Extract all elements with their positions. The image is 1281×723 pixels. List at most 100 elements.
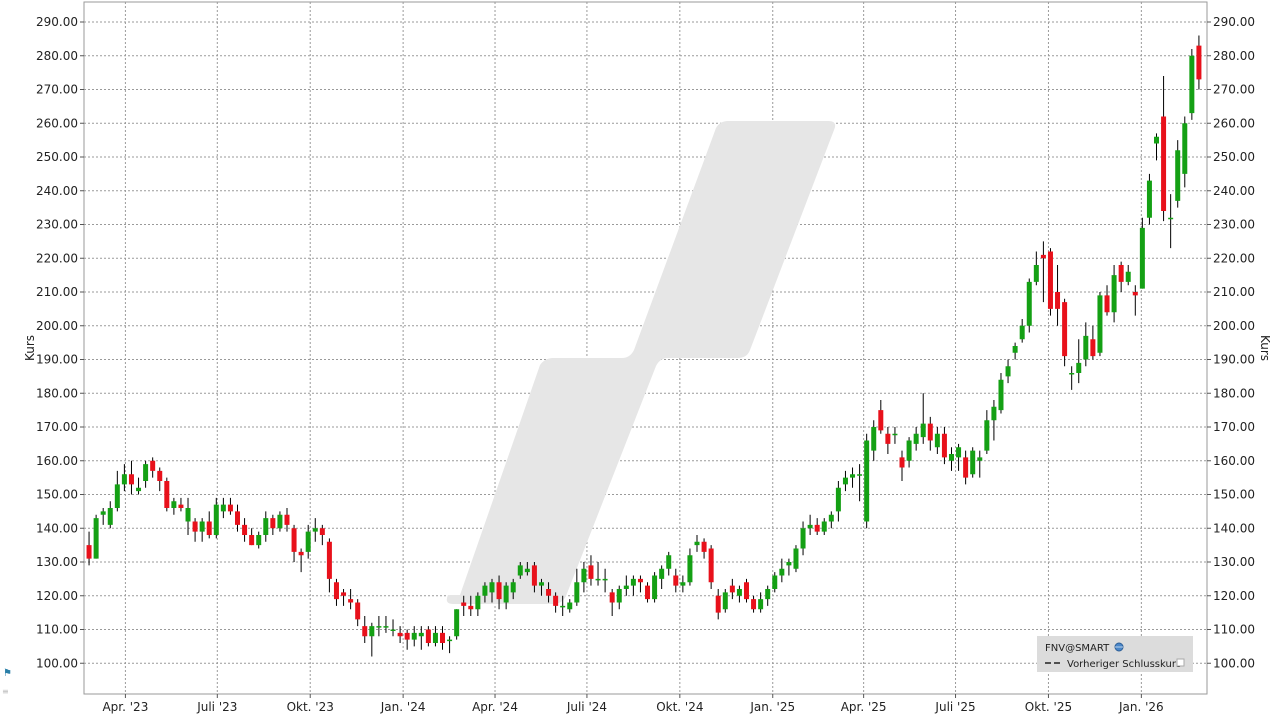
candle[interactable] (553, 592, 559, 613)
candle[interactable] (440, 626, 446, 650)
candle[interactable] (1104, 285, 1110, 316)
candle[interactable] (1069, 366, 1075, 390)
candle[interactable] (701, 538, 707, 559)
candle[interactable] (157, 467, 163, 492)
candle[interactable] (793, 545, 799, 573)
candle[interactable] (150, 457, 156, 478)
candle[interactable] (482, 582, 488, 603)
candle[interactable] (1083, 322, 1089, 367)
side-toolbar-icons[interactable]: ⚑ ≡ (2, 668, 12, 696)
candle[interactable] (1055, 265, 1061, 326)
candle[interactable] (736, 585, 742, 603)
candle[interactable] (390, 619, 396, 637)
candle[interactable] (878, 400, 884, 434)
candle[interactable] (800, 521, 806, 556)
candle[interactable] (722, 589, 728, 613)
candle[interactable] (743, 578, 749, 603)
candle[interactable] (630, 575, 636, 596)
candle[interactable] (885, 427, 891, 454)
legend-checkbox[interactable] (1176, 658, 1185, 667)
candle[interactable] (291, 524, 297, 562)
candle[interactable] (694, 535, 700, 552)
candle[interactable] (348, 589, 354, 610)
candle[interactable] (715, 589, 721, 620)
candle[interactable] (1132, 285, 1138, 316)
candle[interactable] (602, 568, 608, 593)
candle[interactable] (489, 578, 495, 603)
candle[interactable] (298, 548, 304, 573)
candle[interactable] (326, 538, 332, 593)
candle[interactable] (991, 400, 997, 441)
candle[interactable] (418, 626, 424, 650)
candle[interactable] (1118, 261, 1124, 292)
candle[interactable] (164, 477, 170, 512)
candle[interactable] (899, 450, 905, 481)
candle[interactable] (362, 616, 368, 643)
candle[interactable] (772, 572, 778, 593)
candle[interactable] (821, 518, 827, 535)
candle[interactable] (93, 514, 99, 559)
candle[interactable] (687, 548, 693, 586)
candle[interactable] (574, 568, 580, 606)
candle[interactable] (1040, 241, 1046, 303)
candle[interactable] (595, 562, 601, 586)
candle[interactable] (178, 497, 184, 512)
candle[interactable] (1062, 298, 1068, 367)
candle[interactable] (242, 518, 248, 542)
candle[interactable] (920, 393, 926, 444)
candle[interactable] (475, 592, 481, 616)
candle[interactable] (1111, 265, 1117, 323)
candle[interactable] (758, 592, 764, 613)
candle[interactable] (927, 416, 933, 451)
candle[interactable] (998, 373, 1004, 414)
candle[interactable] (496, 575, 502, 610)
candle[interactable] (708, 545, 714, 589)
candle[interactable] (468, 595, 474, 616)
candle[interactable] (1146, 173, 1152, 225)
candle[interactable] (1182, 116, 1188, 188)
candle[interactable] (333, 578, 339, 606)
candle[interactable] (128, 460, 134, 495)
candle[interactable] (235, 504, 241, 532)
candle[interactable] (567, 599, 573, 613)
candle[interactable] (1189, 49, 1195, 120)
candle[interactable] (970, 447, 976, 478)
candle[interactable] (1090, 325, 1096, 360)
candle[interactable] (383, 616, 389, 633)
candle[interactable] (100, 508, 106, 525)
candle[interactable] (835, 481, 841, 522)
candle[interactable] (369, 622, 375, 657)
candle[interactable] (1033, 251, 1039, 286)
candle[interactable] (941, 427, 947, 465)
candle[interactable] (517, 562, 523, 579)
candle[interactable] (121, 464, 127, 492)
candle[interactable] (616, 585, 622, 610)
candle[interactable] (892, 427, 898, 444)
candle[interactable] (786, 558, 792, 576)
candle[interactable] (623, 575, 629, 596)
candle[interactable] (192, 518, 198, 542)
candle[interactable] (185, 497, 191, 535)
candle[interactable] (666, 551, 672, 576)
candle[interactable] (850, 467, 856, 488)
candle[interactable] (199, 518, 205, 542)
candle[interactable] (864, 433, 870, 529)
candle[interactable] (461, 595, 467, 616)
candle[interactable] (652, 572, 658, 603)
candle[interactable] (206, 511, 212, 539)
candle[interactable] (86, 531, 92, 566)
candle[interactable] (1161, 76, 1167, 222)
candle[interactable] (107, 501, 113, 529)
candle[interactable] (538, 578, 544, 596)
candle[interactable] (171, 497, 177, 515)
candle[interactable] (1175, 140, 1181, 208)
candle[interactable] (136, 477, 142, 495)
candle[interactable] (948, 447, 954, 471)
candle[interactable] (1196, 35, 1202, 90)
candle[interactable] (1005, 359, 1011, 384)
candle[interactable] (143, 460, 149, 488)
candle[interactable] (531, 562, 537, 593)
candle[interactable] (447, 636, 453, 654)
candle[interactable] (913, 427, 919, 451)
candle[interactable] (680, 575, 686, 593)
